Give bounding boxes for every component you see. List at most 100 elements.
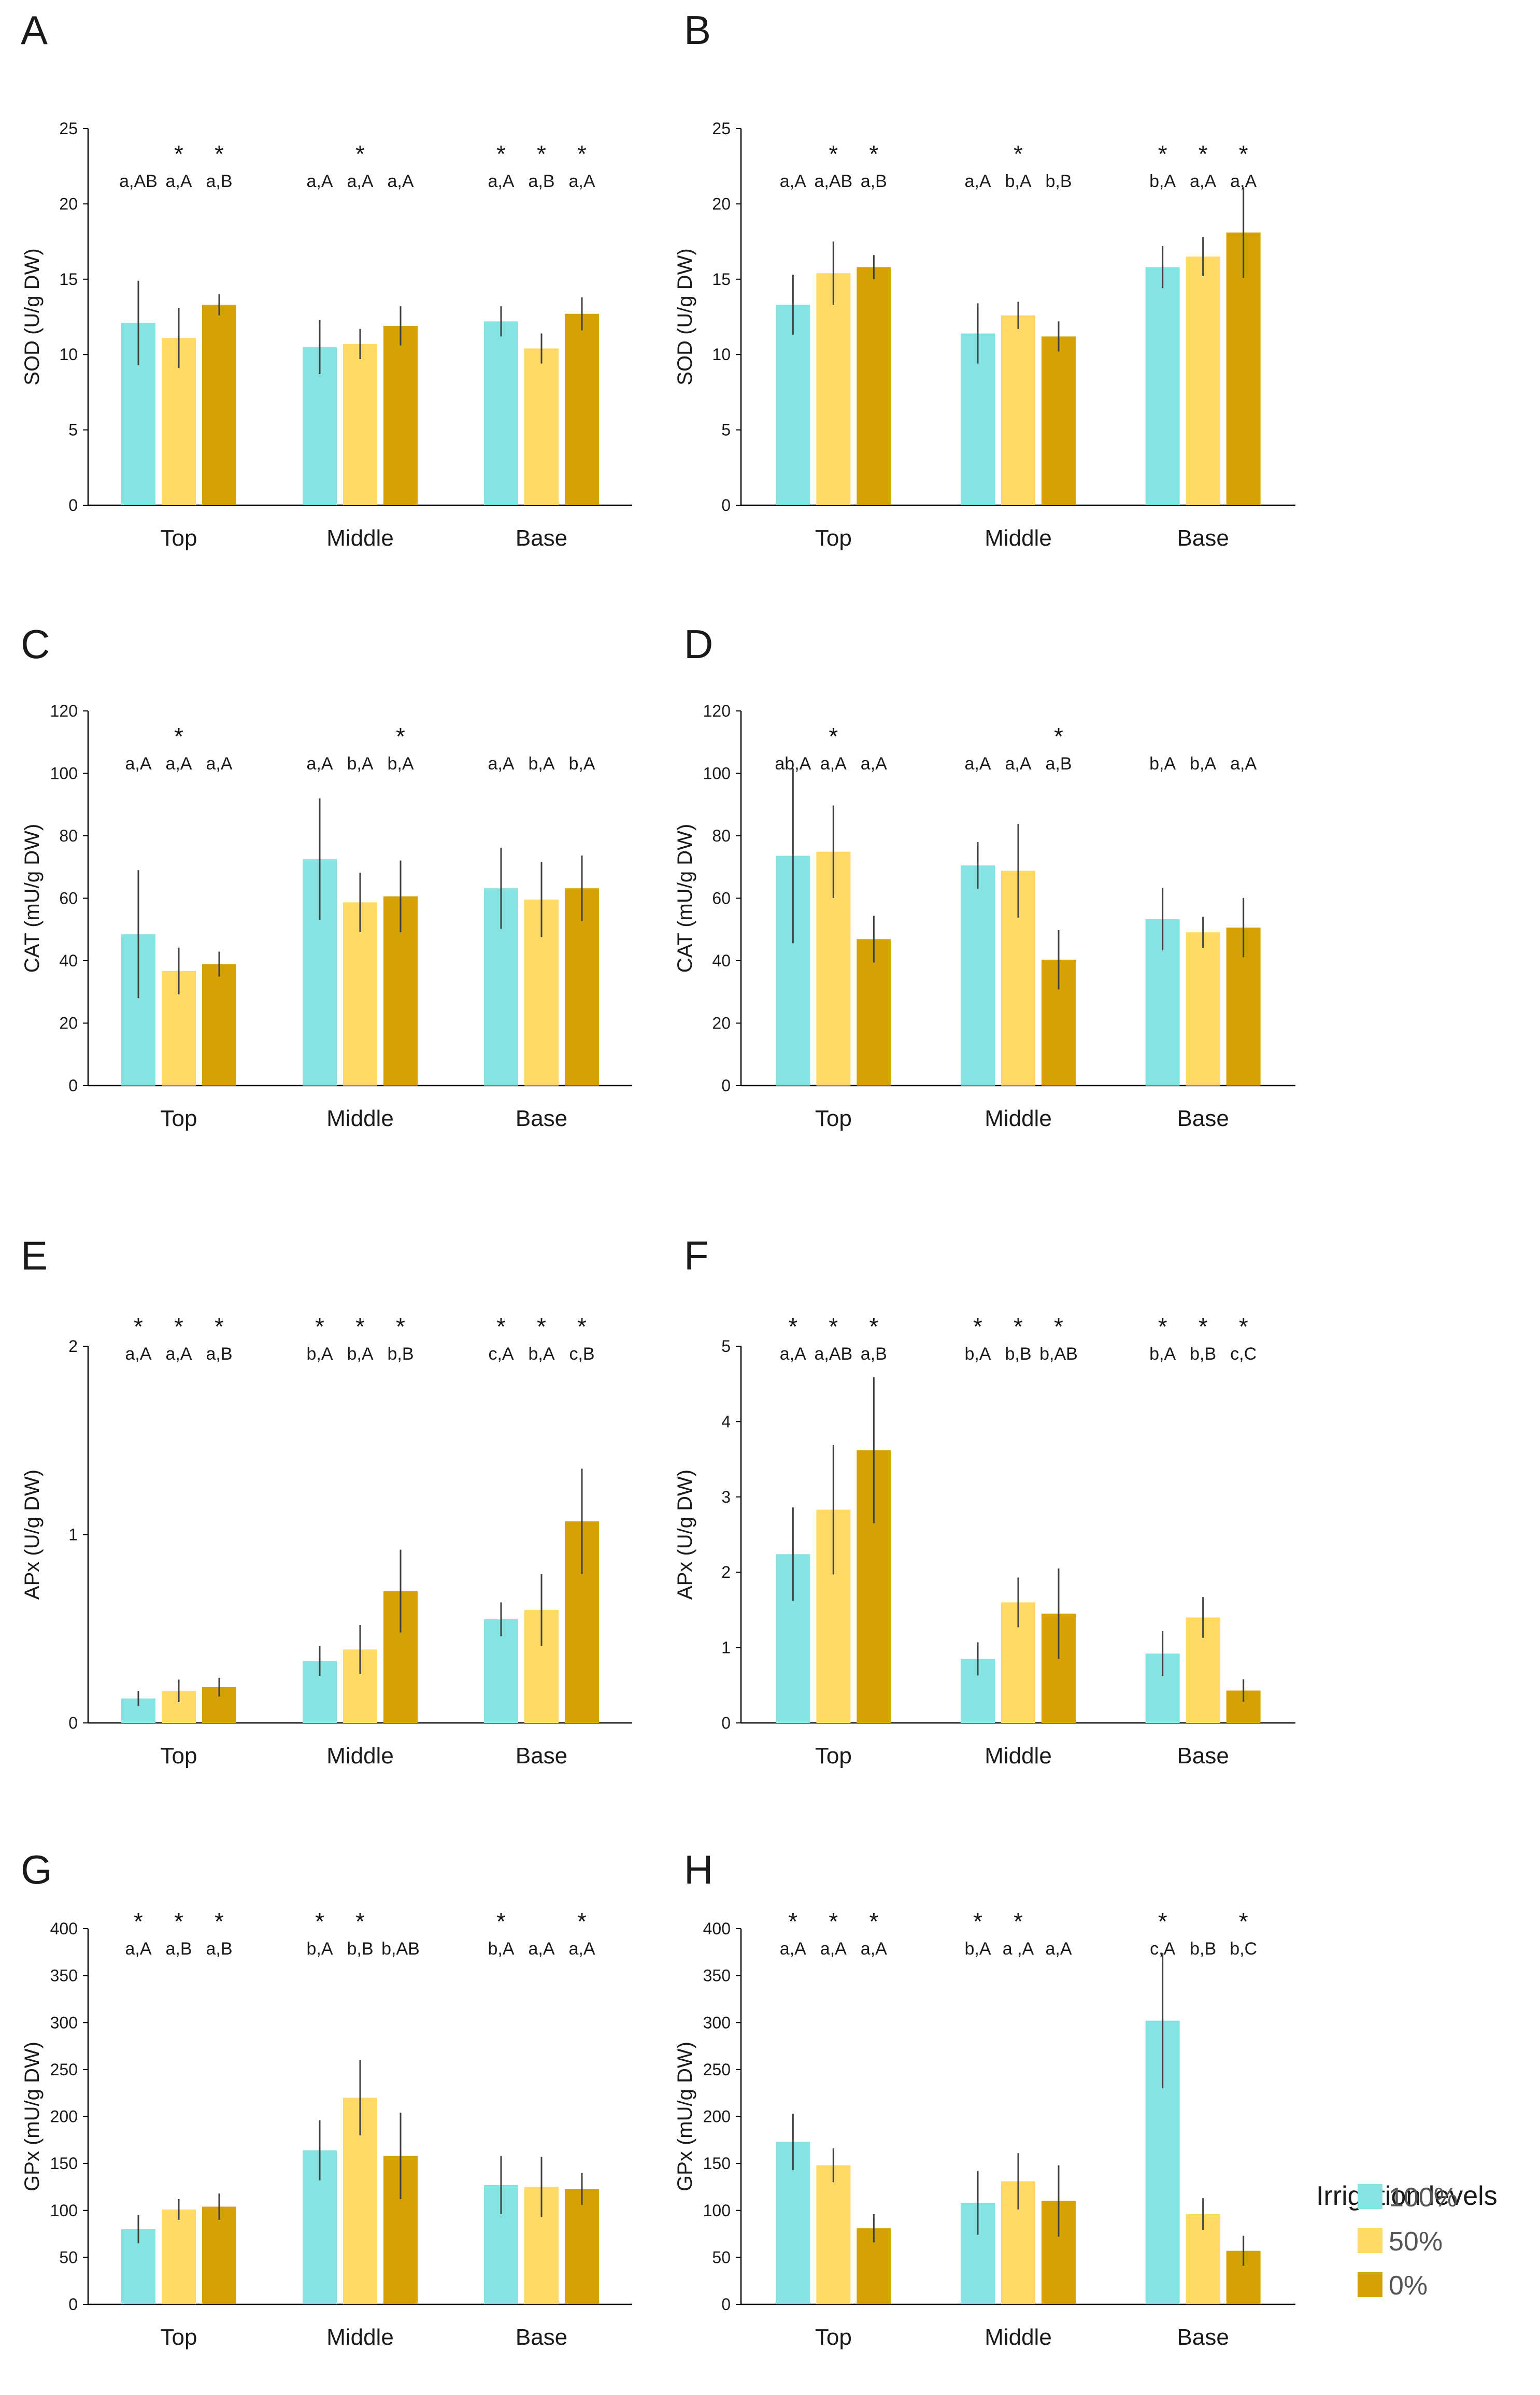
significance-star: * [355, 1313, 365, 1340]
significance-star: * [973, 1908, 982, 1935]
chart-panel-g: G 0 50 100 150 200 250 300 350 400 GPx (mU/g DW) To… [21, 1847, 632, 2350]
bar-100pct-base [484, 321, 518, 505]
significance-letters: c,A [488, 1344, 514, 1364]
x-category-label: Base [1177, 1743, 1229, 1769]
significance-letters: b,B [1045, 172, 1072, 191]
significance-star: * [537, 1313, 546, 1340]
y-tick-label: 5 [721, 421, 731, 439]
significance-letters: b,C [1230, 1939, 1257, 1959]
significance-letters: a,A [568, 1939, 595, 1959]
y-tick-label: 1 [68, 1526, 78, 1544]
significance-letters: a,A [861, 1939, 887, 1959]
significance-star: * [355, 140, 365, 167]
significance-star: * [134, 1908, 143, 1935]
y-axis-title: APx (U/g DW) [674, 1470, 696, 1600]
significance-letters: b,A [347, 754, 373, 774]
legend-label-50: 50% [1389, 2227, 1443, 2257]
significance-star: * [1199, 140, 1208, 167]
y-tick-label: 20 [712, 194, 731, 213]
significance-letters: a,A [1045, 1939, 1072, 1959]
bar-0pct-top [202, 2206, 236, 2304]
significance-star: * [396, 723, 405, 750]
y-tick-label: 300 [50, 2013, 78, 2032]
y-tick-label: 2 [721, 1563, 731, 1581]
significance-letters: a,B [206, 1344, 232, 1364]
bar-0pct-middle [1042, 336, 1076, 505]
significance-letters: a ,A [1003, 1939, 1034, 1959]
significance-star: * [869, 1313, 878, 1340]
significance-letters: a,AB [814, 1344, 852, 1364]
significance-letters: a,A [306, 754, 333, 774]
bar-50pct-middle [343, 902, 377, 1086]
significance-letters: b,AB [381, 1939, 420, 1959]
significance-star: * [973, 1313, 982, 1340]
significance-letters: a,A [820, 754, 847, 774]
significance-star: * [174, 723, 183, 750]
significance-letters: a,A [206, 754, 232, 774]
significance-star: * [577, 1908, 587, 1935]
panel-letter: C [21, 621, 50, 667]
x-category-label: Middle [985, 1743, 1052, 1769]
significance-star: * [496, 1313, 506, 1340]
significance-letters: a,B [165, 1939, 192, 1959]
significance-letters: a,A [488, 754, 514, 774]
bar-0pct-top [857, 267, 891, 505]
significance-star: * [174, 1908, 183, 1935]
significance-letters: a,A [165, 1344, 192, 1364]
x-category-label: Base [1177, 1106, 1229, 1131]
legend: Irrigation levels 100% 50% 0% [1316, 2181, 1498, 2301]
x-category-label: Middle [326, 1743, 394, 1769]
y-tick-label: 60 [59, 889, 78, 908]
y-tick-label: 20 [59, 194, 78, 213]
y-axis-title: GPx (mU/g DW) [674, 2042, 696, 2191]
chart-panel-e: E 0 1 2 APx (U/g DW) Top a,A * a,A * a,B * Middle b,A… [21, 1233, 632, 1769]
y-axis-title: SOD (U/g DW) [21, 248, 44, 385]
significance-letters: a,B [861, 1344, 887, 1364]
significance-star: * [174, 140, 183, 167]
chart-panel-f: F 0 1 2 3 4 5 APx (U/g DW) Top a,A * a,AB * a,B * Middl… [674, 1233, 1295, 1769]
panel-letter: D [684, 621, 713, 667]
panel-letter: B [684, 7, 711, 53]
chart-panel-c: C 0 20 40 60 80 100 120 CAT (mU/g DW) Top a,A a,A * a… [21, 621, 632, 1131]
significance-star: * [1199, 1313, 1208, 1340]
significance-letters: b,B [1190, 1344, 1216, 1364]
significance-letters: a,A [1230, 172, 1257, 191]
significance-letters: a,A [780, 172, 806, 191]
x-category-label: Middle [985, 2325, 1052, 2350]
significance-letters: a,A [125, 754, 151, 774]
y-tick-label: 50 [712, 2248, 731, 2266]
significance-star: * [1054, 1313, 1063, 1340]
bar-100pct-base [484, 1619, 518, 1723]
x-category-label: Middle [985, 1106, 1052, 1131]
y-tick-label: 300 [703, 2013, 731, 2032]
significance-letters: a,A [306, 172, 333, 191]
significance-letters: b,A [964, 1344, 991, 1364]
y-tick-label: 40 [712, 951, 731, 970]
significance-letters: b,A [488, 1939, 514, 1959]
y-tick-label: 120 [50, 702, 78, 720]
y-tick-label: 10 [59, 345, 78, 364]
significance-letters: b,A [1149, 172, 1176, 191]
x-category-label: Base [516, 2325, 567, 2350]
significance-star: * [496, 1908, 506, 1935]
significance-star: * [215, 1313, 224, 1340]
x-category-label: Base [516, 1743, 567, 1769]
significance-star: * [829, 140, 838, 167]
significance-letters: a,A [528, 1939, 554, 1959]
significance-letters: a,B [528, 172, 554, 191]
significance-star: * [1158, 1313, 1167, 1340]
x-category-label: Top [161, 2325, 197, 2350]
significance-star: * [577, 140, 587, 167]
significance-letters: b,A [347, 1344, 373, 1364]
y-tick-label: 120 [703, 702, 731, 720]
y-tick-label: 5 [721, 1337, 731, 1356]
significance-star: * [1054, 723, 1063, 750]
x-category-label: Base [516, 525, 567, 551]
significance-letters: a,A [1005, 754, 1031, 774]
significance-letters: a,A [165, 172, 192, 191]
y-tick-label: 200 [50, 2107, 78, 2126]
y-tick-label: 150 [703, 2154, 731, 2173]
significance-star: * [577, 1313, 587, 1340]
significance-star: * [829, 1908, 838, 1935]
